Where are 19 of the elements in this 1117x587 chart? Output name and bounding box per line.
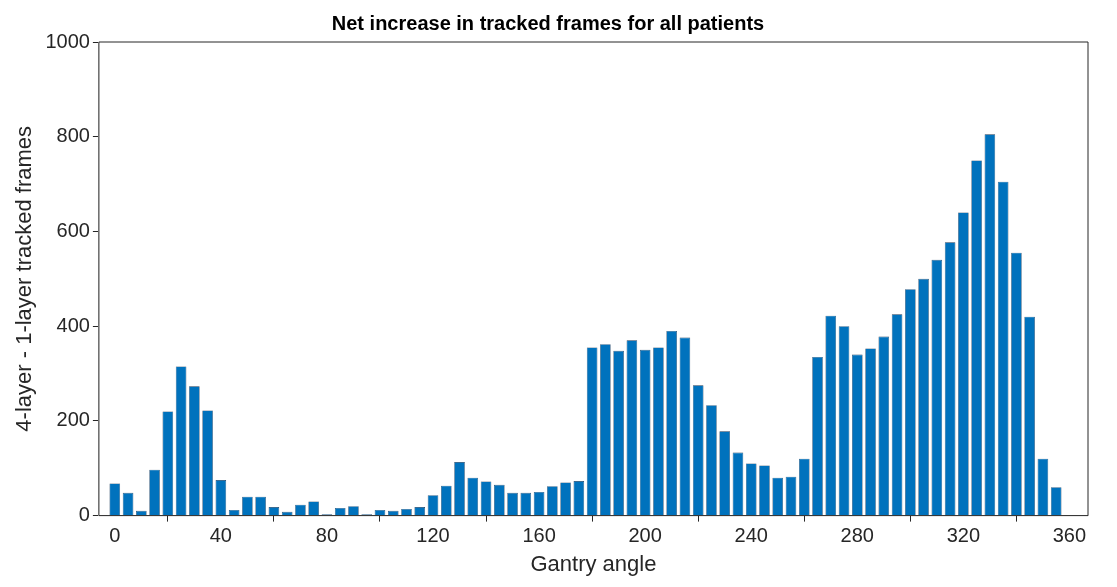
- x-tick-label: 320: [946, 524, 981, 547]
- x-tick-label: 40: [209, 524, 232, 547]
- y-tick-label: 800: [56, 124, 90, 147]
- x-tick-label: 360: [1052, 524, 1087, 547]
- y-tick-label: 200: [56, 408, 90, 431]
- y-tick-label: 1000: [45, 29, 90, 52]
- x-tick-label: 160: [522, 524, 556, 547]
- x-tick-label: 120: [416, 524, 450, 547]
- y-tick-label: 600: [56, 218, 90, 241]
- y-tick-label: 400: [56, 313, 90, 336]
- y-tick-label: 0: [78, 503, 90, 526]
- x-tick-label: 0: [109, 524, 121, 547]
- x-tick-label: 80: [315, 524, 339, 547]
- y-axis-title: 4-layer - 1-layer tracked frames: [11, 125, 37, 432]
- x-axis-title: Gantry angle: [530, 550, 657, 576]
- chart-title: Net increase in tracked frames for all patients: [331, 11, 765, 34]
- x-tick-label: 200: [628, 524, 662, 547]
- x-tick-label: 240: [734, 524, 768, 547]
- x-tick-label: 280: [840, 524, 874, 547]
